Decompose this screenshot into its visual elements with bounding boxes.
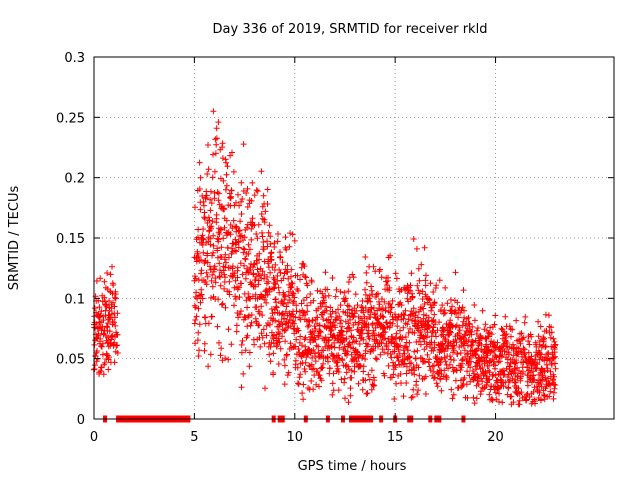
x-tick-label: 20 (487, 430, 504, 445)
y-tick-label: 0.3 (64, 51, 85, 66)
x-tick-label: 10 (286, 430, 303, 445)
y-tick-label: 0 (77, 413, 85, 428)
tick-labels: 0 5 10 15 20 0 0.05 0.1 0.15 0.2 0.25 0.3 (56, 51, 504, 445)
y-axis-label: SRMTID / TECUs (7, 186, 22, 291)
y-tick-label: 0.1 (64, 292, 85, 307)
x-axis-label: GPS time / hours (298, 459, 407, 474)
scatter-points (90, 108, 559, 408)
chart-title: Day 336 of 2019, SRMTID for receiver rkl… (213, 22, 488, 37)
x-tick-label: 5 (190, 430, 198, 445)
ticks (93, 56, 614, 420)
y-tick-label: 0.2 (64, 172, 85, 187)
y-tick-label: 0.15 (56, 232, 85, 247)
y-tick-label: 0.05 (56, 353, 85, 368)
y-tick-label: 0.25 (56, 111, 85, 126)
x-tick-label: 15 (387, 430, 404, 445)
x-tick-label: 0 (90, 430, 98, 445)
data-points (90, 108, 559, 408)
